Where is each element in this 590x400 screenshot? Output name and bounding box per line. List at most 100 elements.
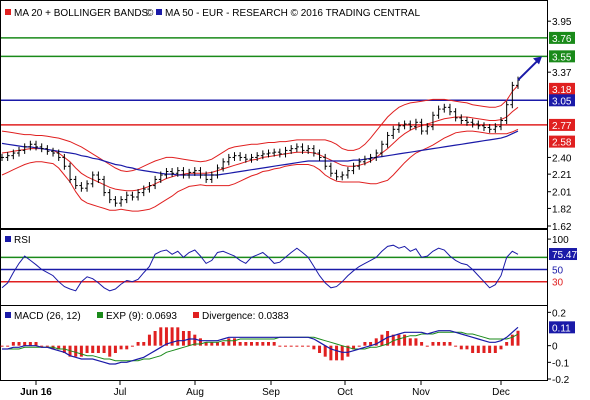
macd-axis-tick-label: -0.2 [552, 375, 570, 386]
divergence-bar [204, 342, 208, 346]
macd-line [2, 326, 519, 365]
divergence-bar [272, 342, 276, 346]
rsi-axis-tick-label: 100 [552, 235, 569, 246]
divergence-bar [221, 342, 225, 346]
signal-legend-label: EXP (9): 0.0693 [106, 311, 177, 322]
macd-axis-tick-label: 0.2 [552, 308, 566, 319]
divergence-bar [482, 345, 486, 353]
divergence-bar [425, 345, 429, 347]
divergence-bar [249, 342, 253, 346]
divergence-bar [295, 345, 299, 347]
divergence-bar [471, 345, 475, 353]
divergence-bar [130, 345, 134, 347]
divergence-bar [244, 342, 248, 346]
price-axis-tick-label: 2.40 [552, 153, 572, 164]
divergence-bar [306, 345, 310, 347]
divergence-bar [34, 342, 38, 346]
x-axis-label: Jul [114, 387, 127, 398]
x-axis-label: Aug [186, 387, 204, 398]
divergence-bar [335, 345, 339, 361]
divergence-bar [476, 345, 480, 353]
x-axis-label: Oct [337, 387, 353, 398]
rsi-value-text: 75.47 [552, 250, 577, 261]
rsi-legend-label: RSI [14, 235, 31, 246]
divergence-bar [11, 342, 15, 346]
divergence-bar [363, 342, 367, 346]
rsi-level-50-label: 50 [552, 266, 564, 277]
divergence-bar [374, 338, 378, 346]
divergence-bar [408, 338, 412, 346]
divergence-bar [215, 342, 219, 346]
divergence-bar [227, 338, 231, 346]
macd-value-box [549, 321, 575, 334]
divergence-bar [510, 334, 514, 346]
divergence-bar [340, 345, 344, 361]
rsi-legend: RSI [5, 235, 31, 246]
divergence-bar [301, 345, 305, 347]
divergence-bar [442, 342, 446, 346]
divergence-bar [346, 345, 350, 357]
x-axis: Jun 16 Jul Aug Sep Oct Nov Dec [20, 381, 510, 398]
divergence-bar [17, 342, 21, 346]
macd-legend-swatch [5, 312, 11, 318]
ma20-legend-label: MA 20 + BOLLINGER BANDS [14, 8, 149, 19]
x-axis-label: Jun 16 [20, 387, 52, 398]
divergence-bar [255, 342, 259, 346]
divergence-bar [329, 345, 333, 361]
level-label-3-05-text: 3.05 [552, 96, 572, 107]
bollinger-upper-line [1, 85, 519, 173]
level-label-3-76-box [549, 31, 575, 44]
divergence-legend-label: Divergence: 0.0383 [202, 311, 289, 322]
level-label-2-58-text: 2.58 [552, 138, 572, 149]
level-label-3-76-text: 3.76 [552, 34, 572, 45]
divergence-bar [102, 345, 106, 353]
divergence-bar [437, 342, 441, 346]
divergence-bar [420, 342, 424, 346]
price-panel-frame [0, 0, 548, 229]
ma50-legend-swatch [156, 9, 162, 15]
ma50-legend-label: MA 50 - EUR - RESEARCH © 2016 TRADING CE… [165, 8, 420, 19]
macd-panel: 0.2 0 -0.1 -0.2 0.11 [0, 308, 575, 386]
level-label-3-18-text: 3.18 [552, 85, 572, 96]
divergence-bar [284, 345, 288, 347]
divergence-bar [181, 331, 185, 346]
divergence-bar [125, 345, 129, 350]
divergence-bar [232, 338, 236, 346]
divergence-bar [79, 345, 83, 357]
price-axis-tick-label: 2.21 [552, 170, 572, 181]
divergence-bar [176, 327, 180, 346]
price-axis-tick-label: 3.37 [552, 68, 572, 79]
ma20-legend-swatch [5, 9, 11, 15]
macd-axis-tick-label: 0 [552, 342, 558, 353]
macd-legend: MACD (26, 12) EXP (9): 0.0693 Divergence… [5, 311, 289, 322]
macd-legend-label: MACD (26, 12) [14, 311, 81, 322]
divergence-bar [198, 338, 202, 346]
divergence-bar [454, 345, 458, 347]
macd-value-text: 0.11 [552, 323, 571, 334]
divergence-bar [357, 345, 361, 347]
divergence-bar [193, 334, 197, 346]
divergence-bar [505, 342, 509, 346]
divergence-bar [403, 334, 407, 346]
divergence-bar [170, 327, 174, 346]
divergence-bar [448, 342, 452, 346]
macd-axis-tick-label: -0.1 [552, 358, 570, 369]
divergence-bar [369, 342, 373, 346]
divergence-bar [6, 345, 10, 347]
divergence-bar [488, 345, 492, 353]
divergence-bar [108, 345, 112, 357]
price-axis-tick-label: 2.01 [552, 188, 572, 199]
divergence-bar [261, 342, 265, 346]
divergence-bar [289, 345, 293, 347]
divergence-bar [465, 345, 469, 350]
divergence-bar [147, 334, 151, 346]
divergence-bar [40, 345, 44, 347]
price-legend: MA 20 + BOLLINGER BANDS © MA 50 - EUR - … [5, 8, 420, 19]
forecast-arrow-head [533, 56, 542, 65]
divergence-bar [414, 338, 418, 346]
divergence-bar [164, 327, 168, 346]
divergence-legend-swatch [193, 312, 199, 318]
divergence-bar [459, 345, 463, 350]
